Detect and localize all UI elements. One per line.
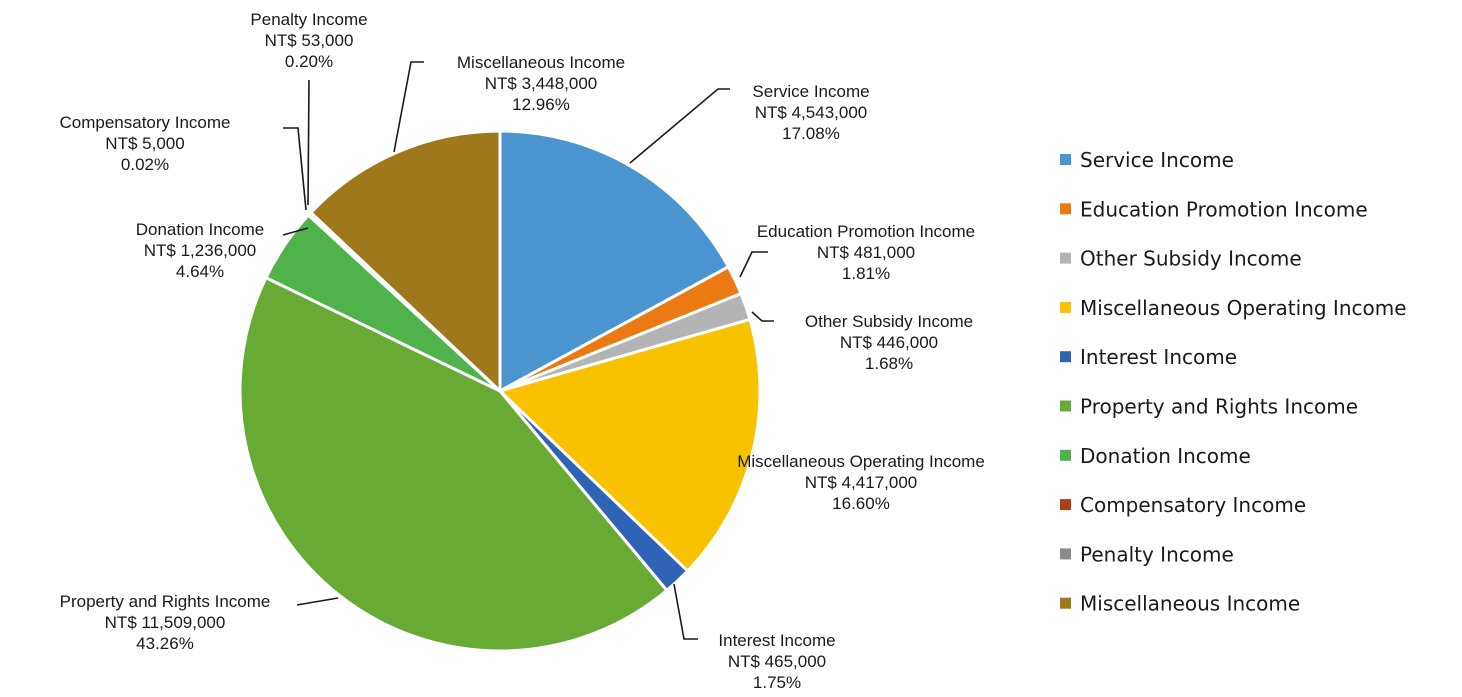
label-percent-miscellaneous-operating-income: 16.60% — [832, 494, 890, 513]
label-percent-education-promotion-income: 1.81% — [842, 264, 890, 283]
pie-slice-property-and-rights-income — [238, 275, 669, 653]
label-percent-miscellaneous-income: 12.96% — [512, 95, 570, 114]
legend-label-service-income: Service Income — [1080, 148, 1234, 172]
legend-label-penalty-income: Penalty Income — [1080, 542, 1234, 566]
pie-slice-miscellaneous-operating-income — [497, 317, 762, 574]
label-name-penalty-income: Penalty Income — [250, 10, 367, 29]
data-label-interest-income: Interest Income NT$ 465,000 1.75% — [718, 631, 835, 692]
label-percent-donation-income: 4.64% — [176, 262, 224, 281]
label-percent-compensatory-income: 0.02% — [121, 155, 169, 174]
legend-item-miscellaneous-operating-income: Miscellaneous Operating Income — [1060, 296, 1407, 320]
legend-label-miscellaneous-income: Miscellaneous Income — [1080, 592, 1300, 616]
leader-lines — [282, 61, 774, 640]
leader-line-property-and-rights-income — [296, 597, 339, 606]
legend-swatch-interest-income — [1060, 351, 1071, 363]
label-percent-service-income: 17.08% — [782, 124, 840, 143]
label-name-education-promotion-income: Education Promotion Income — [757, 222, 975, 241]
label-value-miscellaneous-operating-income: NT$ 4,417,000 — [805, 473, 917, 492]
leader-line-donation-income — [282, 227, 309, 236]
data-label-miscellaneous-income: Miscellaneous Income NT$ 3,448,000 12.96% — [457, 53, 625, 114]
legend-item-compensatory-income: Compensatory Income — [1060, 493, 1306, 517]
legend-swatch-compensatory-income — [1060, 499, 1071, 511]
legend-label-property-and-rights-income: Property and Rights Income — [1080, 395, 1358, 419]
legend-item-service-income: Service Income — [1060, 148, 1234, 172]
legend-item-other-subsidy-income: Other Subsidy Income — [1060, 247, 1302, 271]
label-name-miscellaneous-operating-income: Miscellaneous Operating Income — [737, 452, 985, 471]
legend-label-miscellaneous-operating-income: Miscellaneous Operating Income — [1080, 296, 1407, 320]
data-label-donation-income: Donation Income NT$ 1,236,000 4.64% — [136, 220, 265, 281]
legend-label-compensatory-income: Compensatory Income — [1080, 493, 1306, 517]
data-label-other-subsidy-income: Other Subsidy Income NT$ 446,000 1.68% — [805, 312, 973, 373]
label-name-other-subsidy-income: Other Subsidy Income — [805, 312, 973, 331]
legend-item-donation-income: Donation Income — [1060, 444, 1251, 468]
label-name-service-income: Service Income — [752, 82, 869, 101]
leader-line-service-income — [629, 88, 730, 164]
label-value-other-subsidy-income: NT$ 446,000 — [840, 333, 938, 352]
label-percent-property-and-rights-income: 43.26% — [136, 634, 194, 653]
label-name-miscellaneous-income: Miscellaneous Income — [457, 53, 625, 72]
data-labels: Service Income NT$ 4,543,000 17.08% Educati… — [59, 10, 984, 692]
label-percent-other-subsidy-income: 1.68% — [865, 354, 913, 373]
label-value-property-and-rights-income: NT$ 11,509,000 — [105, 613, 226, 632]
legend-item-penalty-income: Penalty Income — [1060, 542, 1234, 566]
data-label-property-and-rights-income: Property and Rights Income NT$ 11,509,000… — [60, 592, 271, 653]
legend-item-property-and-rights-income: Property and Rights Income — [1060, 395, 1358, 419]
legend-label-interest-income: Interest Income — [1080, 345, 1237, 369]
data-label-compensatory-income: Compensatory Income NT$ 5,000 0.02% — [59, 113, 230, 174]
pie-slice-service-income — [498, 129, 731, 394]
leader-line-other-subsidy-income — [751, 311, 774, 322]
legend-swatch-education-promotion-income — [1060, 203, 1071, 215]
label-value-service-income: NT$ 4,543,000 — [755, 103, 867, 122]
pie-slice-miscellaneous-income — [308, 129, 502, 395]
legend-swatch-miscellaneous-income — [1060, 597, 1071, 609]
label-value-interest-income: NT$ 465,000 — [728, 652, 826, 671]
data-label-miscellaneous-operating-income: Miscellaneous Operating Income NT$ 4,417,… — [737, 452, 985, 513]
label-name-property-and-rights-income: Property and Rights Income — [60, 592, 271, 611]
legend-swatch-penalty-income — [1060, 548, 1071, 560]
legend-item-interest-income: Interest Income — [1060, 345, 1237, 369]
legend-label-education-promotion-income: Education Promotion Income — [1080, 197, 1368, 221]
data-label-penalty-income: Penalty Income NT$ 53,000 0.20% — [250, 10, 367, 71]
label-value-penalty-income: NT$ 53,000 — [265, 31, 354, 50]
label-value-education-promotion-income: NT$ 481,000 — [817, 243, 915, 262]
label-value-compensatory-income: NT$ 5,000 — [105, 134, 184, 153]
leader-line-interest-income — [673, 583, 698, 640]
pie-slices — [238, 129, 762, 653]
label-percent-penalty-income: 0.20% — [285, 52, 333, 71]
label-percent-interest-income: 1.75% — [753, 673, 801, 692]
legend-item-education-promotion-income: Education Promotion Income — [1060, 197, 1368, 221]
label-name-compensatory-income: Compensatory Income — [59, 113, 230, 132]
label-value-donation-income: NT$ 1,236,000 — [144, 241, 256, 260]
label-name-interest-income: Interest Income — [718, 631, 835, 650]
legend-label-donation-income: Donation Income — [1080, 444, 1251, 468]
legend-swatch-service-income — [1060, 154, 1071, 165]
data-label-education-promotion-income: Education Promotion Income NT$ 481,000 1.8… — [757, 222, 975, 283]
legend-item-miscellaneous-income: Miscellaneous Income — [1060, 592, 1300, 616]
legend-swatch-miscellaneous-operating-income — [1060, 301, 1071, 313]
leader-line-compensatory-income — [283, 127, 307, 211]
legend: Service Income Education Promotion Income… — [1060, 148, 1407, 616]
data-label-service-income: Service Income NT$ 4,543,000 17.08% — [752, 82, 869, 143]
legend-label-other-subsidy-income: Other Subsidy Income — [1080, 247, 1302, 271]
leader-line-miscellaneous-income — [393, 61, 424, 153]
leader-line-education-promotion-income — [739, 251, 768, 278]
legend-swatch-donation-income — [1060, 449, 1071, 461]
legend-swatch-property-and-rights-income — [1060, 400, 1071, 412]
label-name-donation-income: Donation Income — [136, 220, 265, 239]
leader-line-penalty-income — [307, 79, 310, 206]
label-value-miscellaneous-income: NT$ 3,448,000 — [485, 74, 597, 93]
legend-swatch-other-subsidy-income — [1060, 252, 1071, 264]
